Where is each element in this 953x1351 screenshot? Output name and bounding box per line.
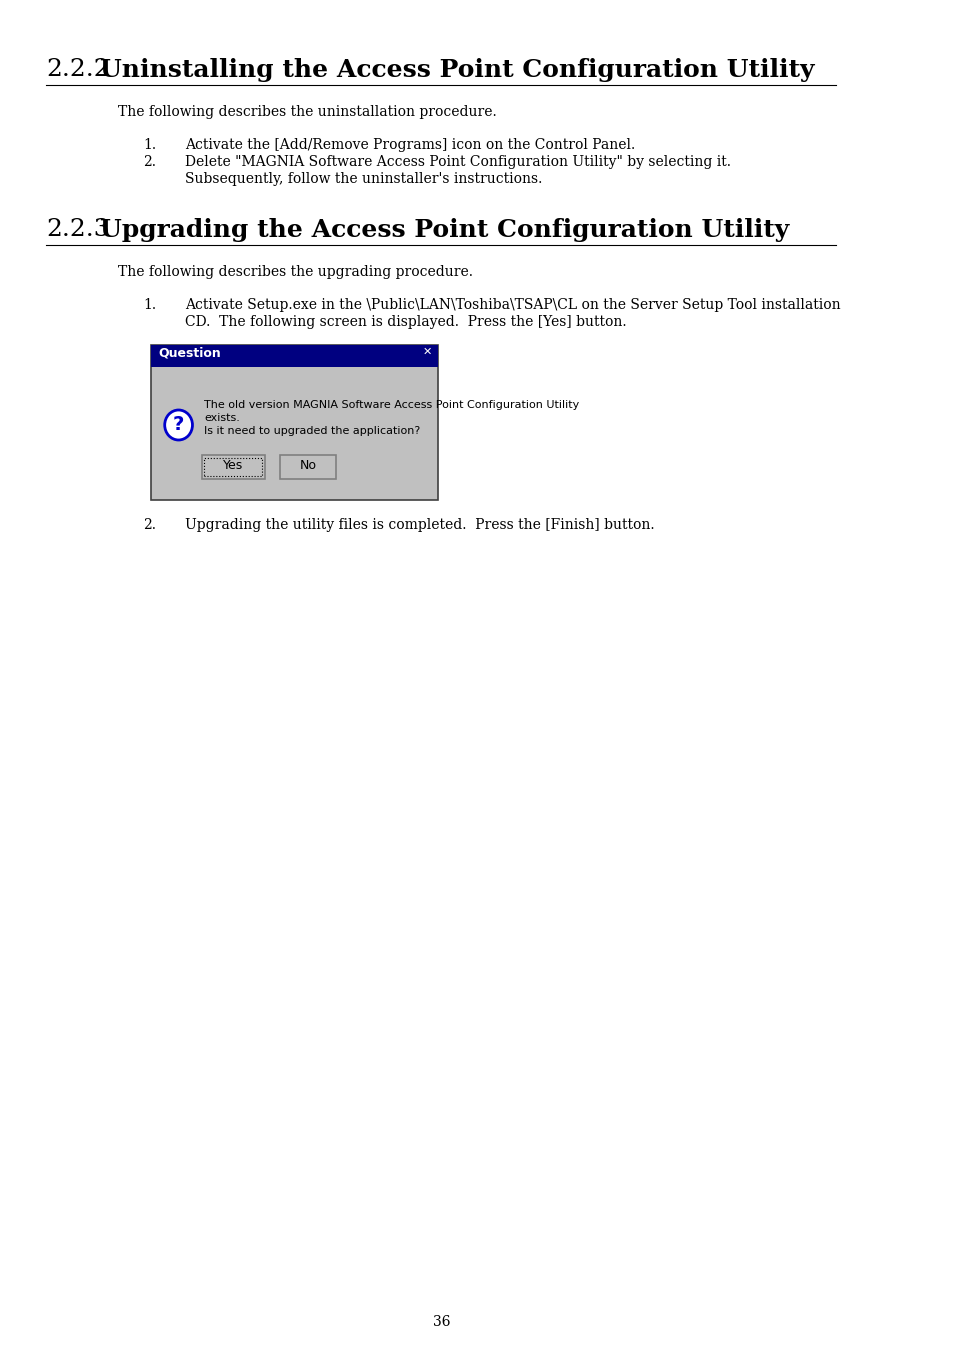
Text: Delete "MAGNIA Software Access Point Configuration Utility" by selecting it.: Delete "MAGNIA Software Access Point Con… (185, 155, 730, 169)
FancyBboxPatch shape (201, 455, 264, 480)
Text: Activate the [Add/Remove Programs] icon on the Control Panel.: Activate the [Add/Remove Programs] icon … (185, 138, 635, 153)
Text: 2.2.3: 2.2.3 (46, 218, 110, 240)
Text: 36: 36 (432, 1315, 450, 1329)
FancyBboxPatch shape (280, 455, 335, 480)
Text: ?: ? (172, 415, 184, 434)
Text: Subsequently, follow the uninstaller's instructions.: Subsequently, follow the uninstaller's i… (185, 172, 542, 186)
Text: 1.: 1. (143, 138, 156, 153)
Text: The following describes the uninstallation procedure.: The following describes the uninstallati… (118, 105, 497, 119)
Text: CD.  The following screen is displayed.  Press the [Yes] button.: CD. The following screen is displayed. P… (185, 315, 626, 330)
Text: Upgrading the utility files is completed.  Press the [Finish] button.: Upgrading the utility files is completed… (185, 517, 654, 532)
Text: Question: Question (158, 347, 221, 359)
Text: Upgrading the Access Point Configuration Utility: Upgrading the Access Point Configuration… (100, 218, 788, 242)
Text: 1.: 1. (143, 299, 156, 312)
Text: ✕: ✕ (422, 347, 432, 357)
FancyBboxPatch shape (151, 345, 437, 367)
Text: exists.: exists. (204, 413, 240, 423)
Text: The old version MAGNIA Software Access Point Configuration Utility: The old version MAGNIA Software Access P… (204, 400, 579, 409)
Text: Yes: Yes (223, 459, 243, 471)
Text: 2.: 2. (143, 155, 156, 169)
Circle shape (165, 409, 193, 440)
Text: Uninstalling the Access Point Configuration Utility: Uninstalling the Access Point Configurat… (100, 58, 814, 82)
Text: The following describes the upgrading procedure.: The following describes the upgrading pr… (118, 265, 473, 280)
Text: 2.: 2. (143, 517, 156, 532)
Text: Is it need to upgraded the application?: Is it need to upgraded the application? (204, 426, 420, 436)
Text: Activate Setup.exe in the \Public\LAN\Toshiba\TSAP\CL on the Server Setup Tool i: Activate Setup.exe in the \Public\LAN\To… (185, 299, 840, 312)
FancyBboxPatch shape (151, 345, 437, 500)
Text: No: No (299, 459, 316, 471)
Text: 2.2.2: 2.2.2 (46, 58, 110, 81)
